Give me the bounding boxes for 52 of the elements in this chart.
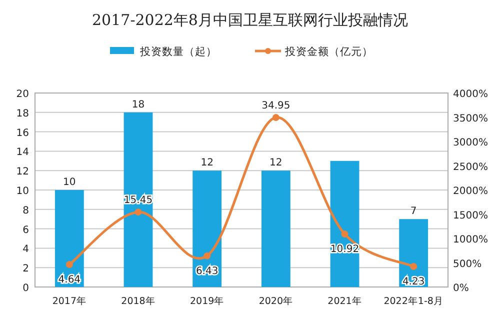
y2-tick-label: 1000% [453, 234, 488, 246]
y-tick-label: 12 [16, 166, 29, 178]
bar [330, 160, 360, 287]
y2-tick-label: 2500% [453, 162, 488, 173]
x-tick-label: 2021年 [328, 295, 362, 307]
y-tick-label: 8 [22, 205, 29, 216]
y-tick-label: 10 [16, 186, 29, 197]
y2-tick-label: 4000% [453, 89, 488, 100]
point [134, 208, 142, 216]
y-tick-label: 14 [16, 147, 29, 158]
y-tick-label: 6 [22, 224, 29, 236]
y2-tick-label: 2000% [453, 186, 488, 197]
point [272, 114, 280, 121]
point [341, 230, 348, 238]
y-tick-label: 2 [22, 264, 29, 275]
bar [124, 112, 153, 287]
data-label: 10.92 [330, 244, 360, 256]
point [410, 262, 418, 270]
y2-tick-label: 3500% [453, 113, 488, 124]
data-label: 12 [270, 158, 282, 169]
x-tick-label: 2019年 [190, 295, 224, 307]
data-label: 7 [410, 206, 417, 218]
y-tick-label: 16 [16, 128, 29, 139]
data-label: 18 [132, 99, 145, 110]
data-label: 34.95 [262, 100, 290, 112]
point [66, 260, 73, 268]
data-label: 15.45 [124, 195, 153, 206]
data-label: 4.23 [402, 276, 425, 288]
y2-tick-label: 3000% [453, 138, 488, 148]
y-tick-label: 20 [16, 89, 29, 100]
chart-title: 2017-2022年8月中国卫星互联网行业投融情况 [92, 11, 408, 29]
data-label: 12 [200, 158, 214, 169]
y-tick-label: 0 [22, 283, 29, 294]
x-tick-label: 2018年 [121, 295, 156, 307]
x-tick-label: 2022年1-8月 [384, 295, 444, 307]
bar [399, 219, 428, 287]
y2-tick-label: 500% [453, 258, 482, 270]
bar [54, 190, 84, 287]
legend-label: 投资数量（起） [139, 46, 217, 58]
y-tick-label: 18 [16, 108, 29, 120]
data-label: 4.64 [58, 274, 81, 286]
y-tick-label: 4 [22, 244, 29, 256]
legend-label: 投资金额（亿元） [284, 45, 373, 58]
bar [192, 170, 222, 287]
x-tick-label: 2017年 [52, 295, 87, 307]
bar [261, 170, 290, 287]
data-label: 6.43 [196, 266, 218, 277]
x-tick-label: 2020年 [258, 295, 294, 307]
data-label: 10 [63, 177, 76, 188]
y2-tick-label: 0% [453, 283, 469, 294]
point [204, 252, 211, 260]
y2-tick-label: 1500% [453, 210, 488, 222]
